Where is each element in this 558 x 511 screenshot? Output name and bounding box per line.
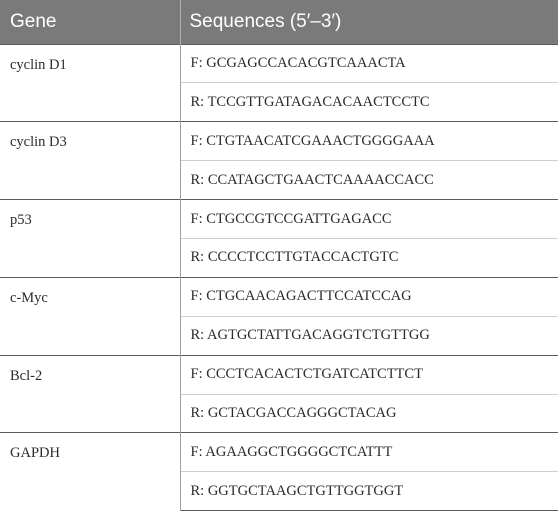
- gene-name: p53: [0, 199, 181, 278]
- table-row: cyclin D3 F: CTGTAACATCGAAACTGGGGAAA: [0, 121, 558, 200]
- reverse-primer: R: GGTGCTAAGCTGTTGGTGGT: [180, 471, 558, 511]
- reverse-primer: R: GCTACGACCAGGGCTACAG: [180, 393, 558, 433]
- gene-name: cyclin D3: [0, 121, 181, 200]
- table-row: R: TCCGTTGATAGACACAACTCCTC: [0, 82, 558, 122]
- header-sequences: Sequences (5′–3′): [179, 0, 558, 44]
- forward-primer: F: GCGAGCCACACGTCAAACTA: [180, 43, 558, 83]
- forward-primer: F: CCCTCACACTCTGATCATCTTCT: [180, 354, 558, 395]
- table-row: R: GGTGCTAAGCTGTTGGTGGT: [0, 471, 558, 511]
- table-row: R: AGTGCTATTGACAGGTCTGTTGG: [0, 315, 558, 356]
- gene-name: GAPDH: [0, 432, 181, 511]
- forward-primer: F: CTGCCGTCCGATTGAGACC: [180, 199, 558, 239]
- forward-primer: F: CTGCAACAGACTTCCATCCAG: [180, 276, 558, 317]
- table-row: GAPDH F: AGAAGGCTGGGGCTCATTT: [0, 432, 558, 511]
- table-row: cyclin D1 F: GCGAGCCACACGTCAAACTA: [0, 43, 558, 122]
- reverse-primer: R: AGTGCTATTGACAGGTCTGTTGG: [180, 315, 558, 356]
- table-row: Bcl-2 F: CCCTCACACTCTGATCATCTTCT: [0, 354, 558, 433]
- forward-primer: F: CTGTAACATCGAAACTGGGGAAA: [180, 121, 558, 161]
- header-gene: Gene: [0, 0, 180, 44]
- reverse-primer: R: TCCGTTGATAGACACAACTCCTC: [180, 82, 558, 122]
- header-row: Gene Sequences (5′–3′): [0, 0, 558, 44]
- gene-name: Bcl-2: [0, 354, 181, 433]
- table-row: R: GCTACGACCAGGGCTACAG: [0, 393, 558, 433]
- table-row: c-Myc F: CTGCAACAGACTTCCATCCAG: [0, 276, 558, 356]
- reverse-primer: R: CCATAGCTGAACTCAAAACCACC: [180, 160, 558, 200]
- table-row: p53 F: CTGCCGTCCGATTGAGACC: [0, 199, 558, 278]
- table-row: R: CCCCTCCTTGTACCACTGTC: [0, 237, 558, 278]
- reverse-primer: R: CCCCTCCTTGTACCACTGTC: [180, 237, 558, 278]
- forward-primer: F: AGAAGGCTGGGGCTCATTT: [180, 432, 558, 472]
- gene-name: c-Myc: [0, 276, 181, 356]
- gene-name: cyclin D1: [0, 43, 181, 122]
- table-row: R: CCATAGCTGAACTCAAAACCACC: [0, 160, 558, 200]
